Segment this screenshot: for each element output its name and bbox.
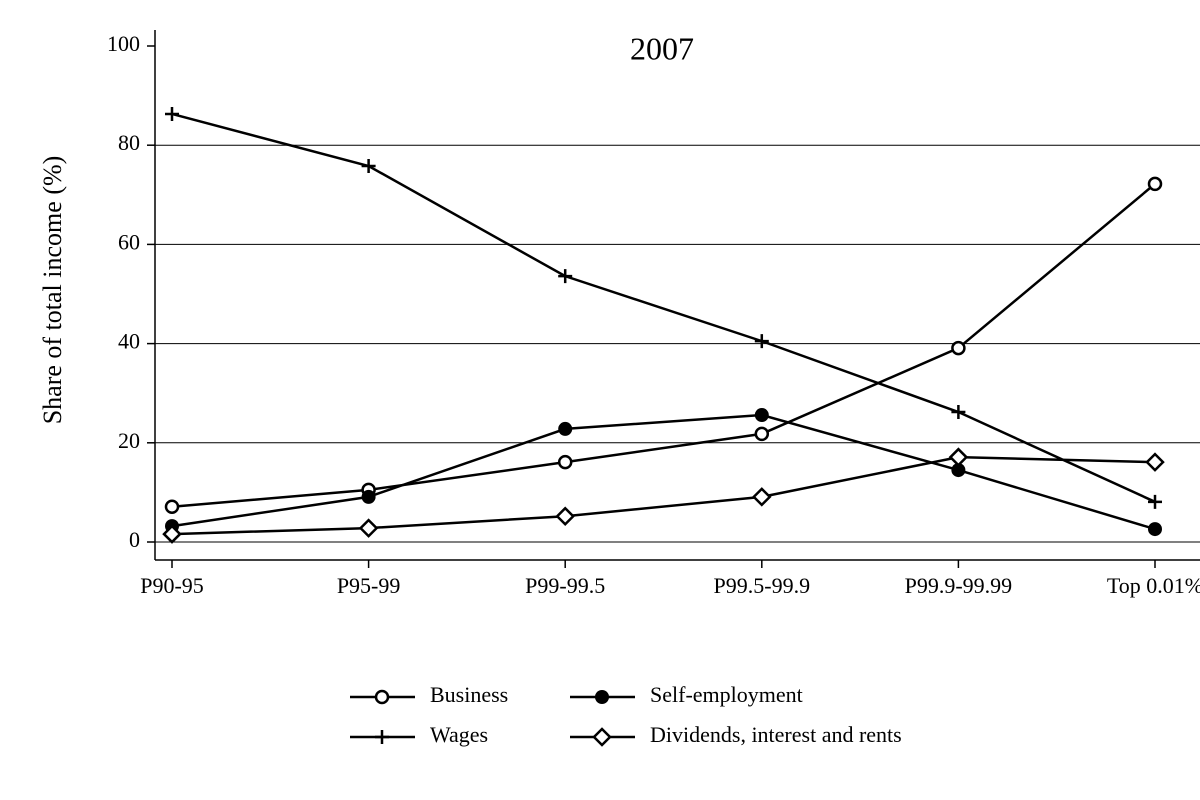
point — [358, 518, 379, 538]
series-line — [171, 413, 1156, 531]
legend-label: Dividends, interest and rents — [650, 722, 902, 747]
point — [1148, 522, 1162, 537]
legend-marker — [595, 690, 609, 704]
x-tick-label: P99-99.5 — [525, 573, 605, 598]
y-tick-label: 0 — [129, 527, 140, 552]
point — [754, 408, 769, 423]
x-tick-label: P90-95 — [140, 573, 204, 598]
point — [557, 454, 573, 470]
point — [165, 106, 179, 121]
point — [951, 340, 966, 356]
chart-title: 2007 — [630, 30, 694, 66]
y-tick-label: 60 — [118, 229, 140, 254]
point — [558, 421, 573, 436]
x-tick-label: P99.9-99.99 — [905, 573, 1013, 598]
series-line — [171, 112, 1156, 503]
legend-marker — [375, 730, 389, 744]
y-tick-label: 40 — [118, 329, 140, 354]
y-tick-label: 20 — [118, 428, 140, 453]
series-line — [171, 455, 1156, 536]
legend-marker — [374, 689, 390, 705]
legend-marker — [592, 727, 612, 747]
point — [752, 487, 772, 507]
point — [1147, 176, 1163, 192]
point — [1145, 452, 1165, 472]
point — [1148, 494, 1162, 509]
point — [951, 463, 966, 478]
point — [951, 405, 966, 420]
y-axis-label: Share of total income (%) — [38, 156, 67, 425]
x-tick-label: P95-99 — [337, 573, 401, 598]
legend-label: Self-employment — [650, 682, 803, 707]
legend-label: Business — [430, 682, 508, 707]
point — [162, 524, 182, 544]
series-line — [171, 182, 1156, 509]
y-tick-label: 100 — [107, 31, 140, 56]
x-tick-label: Top 0.01% — [1107, 573, 1200, 598]
point — [361, 489, 376, 504]
point — [361, 159, 376, 174]
point — [754, 334, 769, 349]
y-tick-label: 80 — [118, 130, 140, 155]
point — [948, 447, 969, 467]
point — [754, 426, 770, 442]
point — [558, 269, 573, 284]
point — [164, 499, 180, 515]
x-tick-label: P99.5-99.9 — [714, 573, 811, 598]
legend-label: Wages — [430, 722, 488, 747]
point — [555, 506, 575, 526]
